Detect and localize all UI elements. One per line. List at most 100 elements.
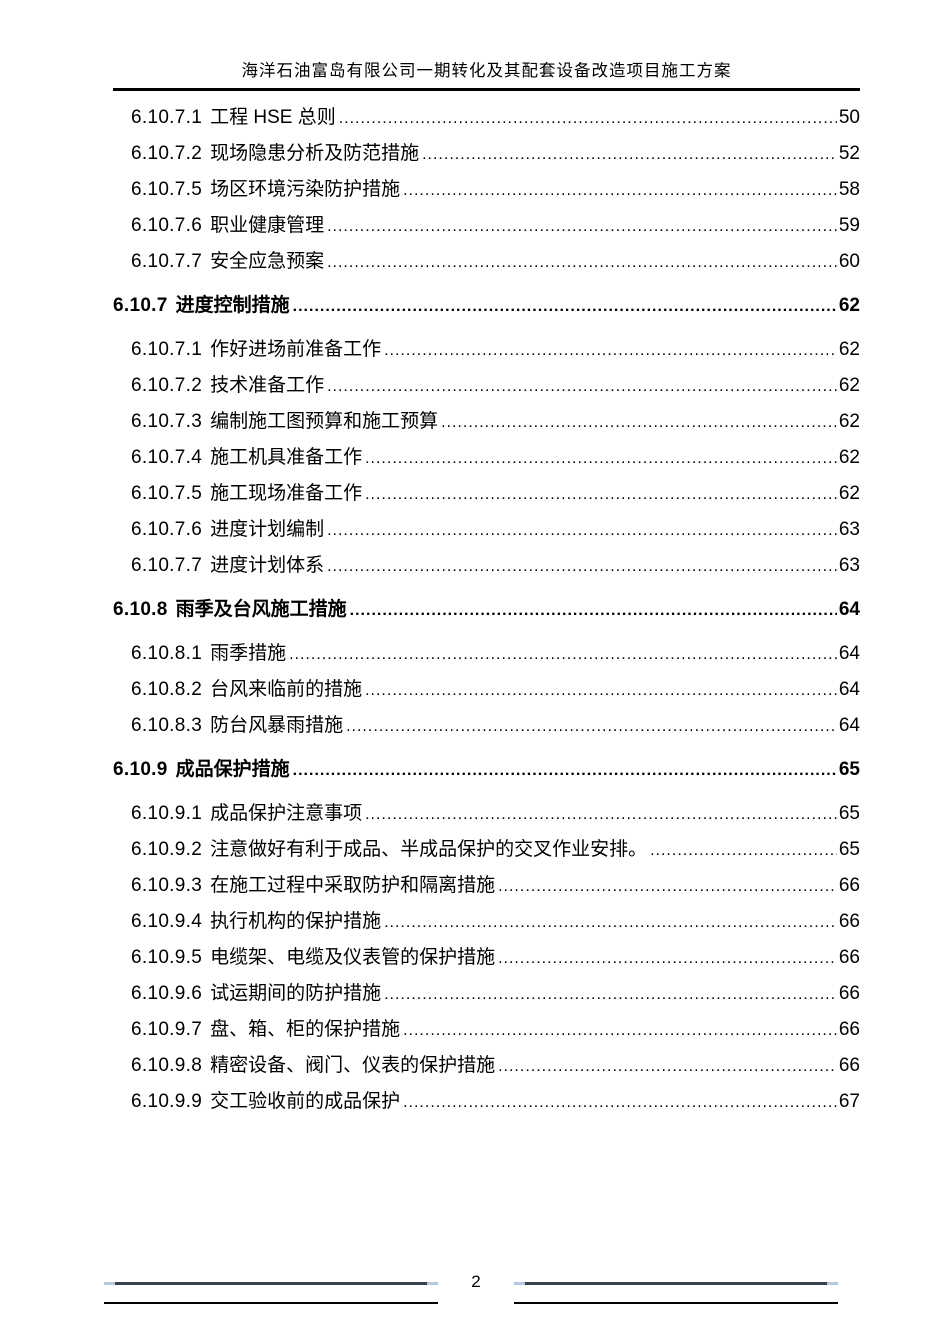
toc-entry[interactable]: 6.10.7.2 现场隐患分析及防范措施 52 [113, 125, 860, 164]
dot-leader [346, 715, 837, 737]
toc-entry-title: 试运期间的防护措施 [210, 983, 382, 1004]
toc-entry-title: 作好进场前准备工作 [210, 339, 382, 360]
dot-leader [384, 983, 837, 1005]
toc-entry-title: 进度控制措施 [175, 295, 290, 316]
toc-entry-page: 67 [838, 1091, 860, 1112]
toc-entry-title: 进度计划编制 [210, 519, 325, 540]
toc-entry[interactable]: 6.10.8.3 防台风暴雨措施 64 [113, 697, 860, 736]
toc-entry-number: 6.10.7.4 [131, 447, 203, 468]
dot-leader [403, 179, 837, 201]
toc-entry-title: 技术准备工作 [210, 375, 325, 396]
toc-entry-page: 62 [838, 411, 860, 432]
toc-entry-page: 62 [838, 483, 860, 504]
toc-entry-number: 6.10.9.2 [131, 839, 203, 860]
toc-entry[interactable]: 6.10.7.1 作好进场前准备工作 62 [113, 321, 860, 360]
toc-entry[interactable]: 6.10.9.3 在施工过程中采取防护和隔离措施 66 [113, 857, 860, 896]
dot-leader [350, 599, 837, 621]
toc-entry[interactable]: 6.10.7.5 施工现场准备工作 62 [113, 465, 860, 504]
toc-entry-page: 64 [838, 715, 860, 736]
toc-entry[interactable]: 6.10.7.6 进度计划编制 63 [113, 501, 860, 540]
toc-entry[interactable]: 6.10.9.8 精密设备、阀门、仪表的保护措施 66 [113, 1037, 860, 1076]
toc-entry[interactable]: 6.10.8 雨季及台风施工措施 64 [113, 581, 860, 620]
toc-entry[interactable]: 6.10.9.6 试运期间的防护措施 66 [113, 965, 860, 1004]
toc-entry[interactable]: 6.10.8.2 台风来临前的措施 64 [113, 661, 860, 700]
toc-entry-number: 6.10.8.2 [131, 679, 203, 700]
toc-entry-title: 成品保护措施 [175, 759, 290, 780]
footer-rule-thin-right [514, 1302, 838, 1304]
toc-entry[interactable]: 6.10.7.3 编制施工图预算和施工预算 62 [113, 393, 860, 432]
toc-entry-number: 6.10.8.3 [131, 715, 203, 736]
toc-entry-page: 64 [838, 679, 860, 700]
toc-entry-page: 65 [838, 839, 860, 860]
dot-leader [293, 295, 837, 317]
toc-entry[interactable]: 6.10.7 进度控制措施 62 [113, 277, 860, 316]
toc-entry-title: 执行机构的保护措施 [210, 911, 382, 932]
toc-entry[interactable]: 6.10.7.7 安全应急预案 60 [113, 233, 860, 272]
page-number: 2 [471, 1272, 481, 1291]
toc-entry[interactable]: 6.10.7.7 进度计划体系 63 [113, 537, 860, 576]
toc-entry-number: 6.10.9.9 [131, 1091, 203, 1112]
toc-entry[interactable]: 6.10.9.7 盘、箱、柜的保护措施 66 [113, 1001, 860, 1040]
toc-entry-page: 59 [838, 215, 860, 236]
toc-entry-title: 交工验收前的成品保护 [210, 1091, 401, 1112]
toc-entry-page: 66 [838, 911, 860, 932]
toc-entry-number: 6.10.8.1 [131, 643, 203, 664]
toc-entry[interactable]: 6.10.7.4 施工机具准备工作 62 [113, 429, 860, 468]
toc-entry[interactable]: 6.10.9.4 执行机构的保护措施 66 [113, 893, 860, 932]
dot-leader [403, 1019, 837, 1041]
toc-entry-number: 6.10.9.5 [131, 947, 203, 968]
toc-entry-page: 62 [838, 295, 860, 316]
toc-entry[interactable]: 6.10.7.1 工程 HSE 总则 50 [113, 89, 860, 128]
dot-leader [327, 215, 837, 237]
toc-entry-title: 场区环境污染防护措施 [210, 179, 401, 200]
toc-entry-number: 6.10.7.5 [131, 483, 203, 504]
toc-entry-number: 6.10.9.8 [131, 1055, 203, 1076]
toc-entry-number: 6.10.9.1 [131, 803, 203, 824]
toc-entry-title: 电缆架、电缆及仪表管的保护措施 [210, 947, 496, 968]
toc-entry-page: 62 [838, 447, 860, 468]
toc-entry-number: 6.10.9.6 [131, 983, 203, 1004]
toc-entry-page: 66 [838, 1019, 860, 1040]
toc-entry-page: 52 [838, 143, 860, 164]
toc-entry[interactable]: 6.10.7.2 技术准备工作 62 [113, 357, 860, 396]
toc-entry[interactable]: 6.10.9.2 注意做好有利于成品、半成品保护的交叉作业安排。 65 [113, 821, 860, 860]
toc-entry-number: 6.10.7.2 [131, 375, 203, 396]
dot-leader [327, 251, 837, 273]
toc-entry-page: 58 [838, 179, 860, 200]
toc-entry-number: 6.10.7.1 [131, 339, 203, 360]
toc-entry[interactable]: 6.10.7.6 职业健康管理 59 [113, 197, 860, 236]
toc-entry-title: 职业健康管理 [210, 215, 325, 236]
toc-entry-number: 6.10.7.6 [131, 519, 203, 540]
toc-entry-page: 63 [838, 555, 860, 576]
dot-leader [384, 339, 837, 361]
toc-entry-number: 6.10.7.7 [131, 251, 203, 272]
dot-leader [498, 1055, 837, 1077]
toc-entry-page: 64 [838, 599, 860, 620]
toc-entry-page: 63 [838, 519, 860, 540]
toc-entry-title: 雨季措施 [210, 643, 287, 664]
toc-entry-page: 62 [838, 339, 860, 360]
toc-entry[interactable]: 6.10.9.5 电缆架、电缆及仪表管的保护措施 66 [113, 929, 860, 968]
toc-entry[interactable]: 6.10.9.9 交工验收前的成品保护 67 [113, 1073, 860, 1112]
table-of-contents: 6.10.7.1 工程 HSE 总则 50 6.10.7.2 现场隐患分析及防范… [113, 89, 860, 1112]
toc-entry-number: 6.10.9 [113, 759, 168, 780]
dot-leader [327, 555, 837, 577]
toc-entry[interactable]: 6.10.9 成品保护措施 65 [113, 741, 860, 780]
dot-leader [365, 803, 837, 825]
toc-entry-page: 65 [838, 759, 860, 780]
footer-rule-thick-right [514, 1282, 838, 1285]
dot-leader [327, 375, 837, 397]
toc-entry-page: 65 [838, 803, 860, 824]
toc-entry-title: 施工机具准备工作 [210, 447, 363, 468]
toc-entry-page: 60 [838, 251, 860, 272]
toc-entry-title: 进度计划体系 [210, 555, 325, 576]
toc-entry[interactable]: 6.10.8.1 雨季措施 64 [113, 625, 860, 664]
toc-entry-number: 6.10.8 [113, 599, 168, 620]
toc-entry[interactable]: 6.10.9.1 成品保护注意事项 65 [113, 785, 860, 824]
header-title: 海洋石油富岛有限公司一期转化及其配套设备改造项目施工方案 [241, 62, 732, 80]
dot-leader [365, 483, 837, 505]
dot-leader [498, 947, 837, 969]
toc-entry[interactable]: 6.10.7.5 场区环境污染防护措施 58 [113, 161, 860, 200]
dot-leader [441, 411, 837, 433]
